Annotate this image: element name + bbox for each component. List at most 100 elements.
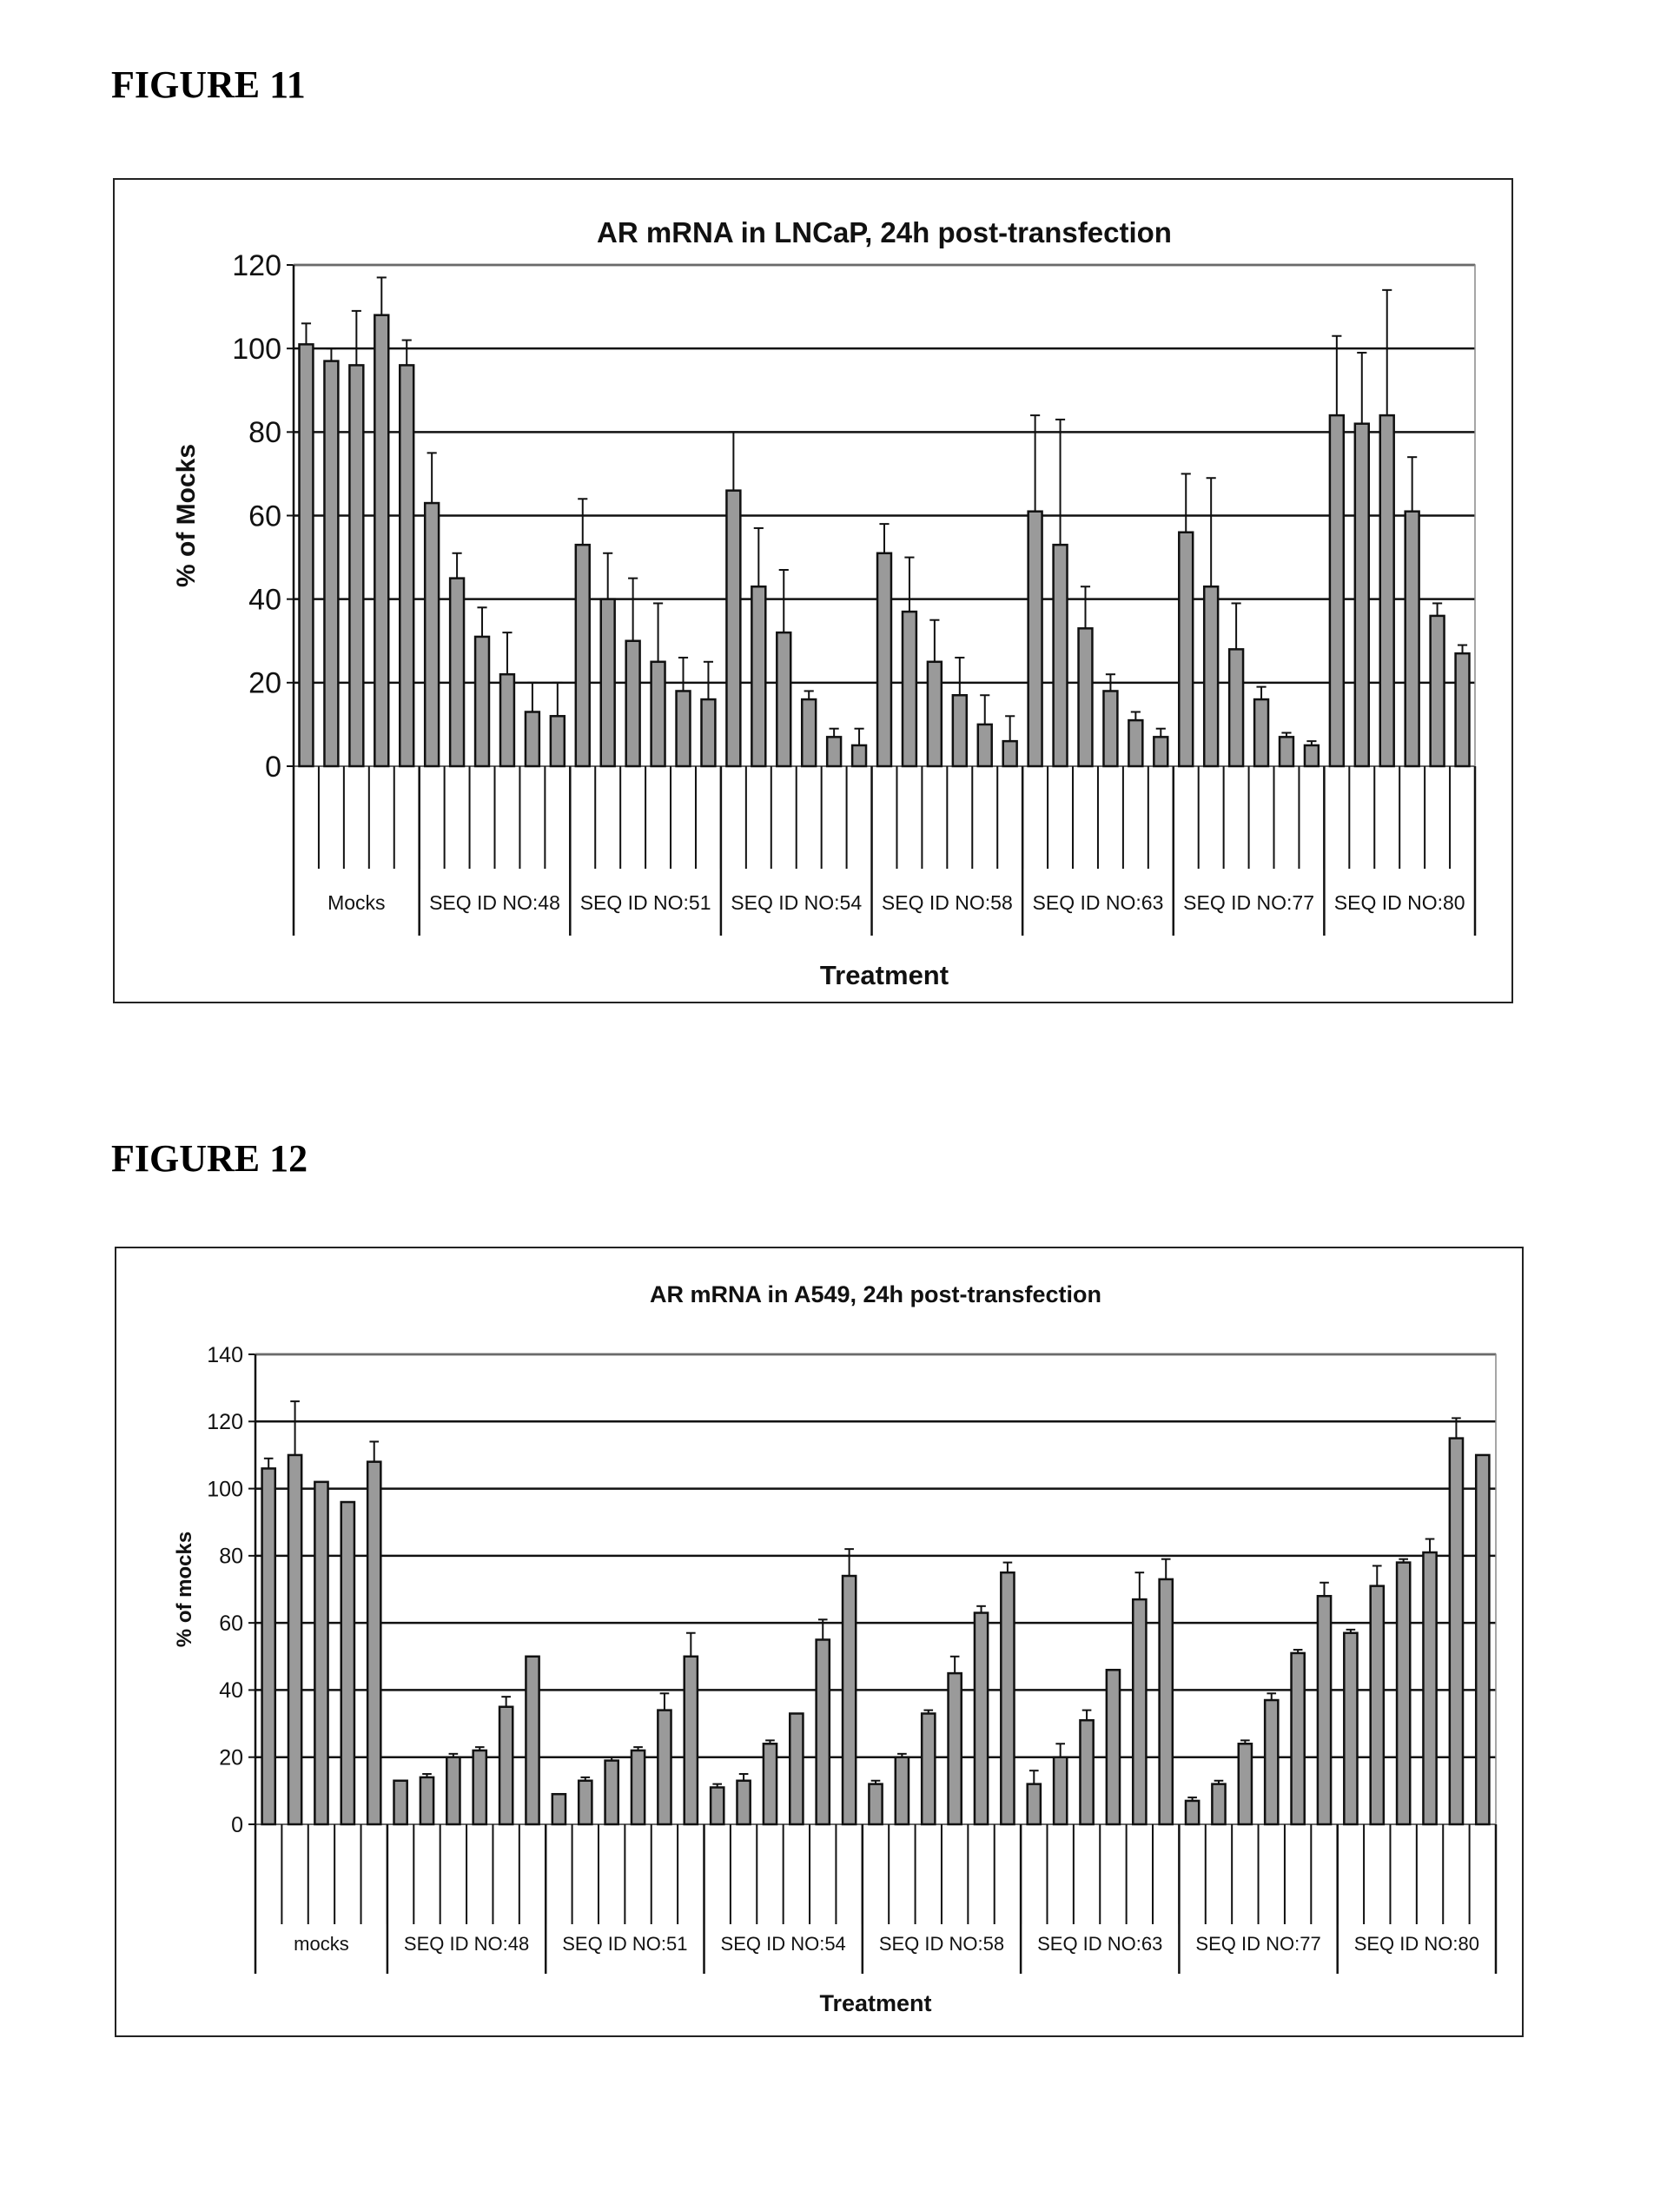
bar xyxy=(1052,1756,1068,1826)
bar xyxy=(1404,510,1420,768)
x-axis-label: Treatment xyxy=(820,960,949,990)
bar xyxy=(920,1712,936,1826)
bar xyxy=(736,1779,751,1826)
group-label: SEQ ID NO:48 xyxy=(404,1933,529,1955)
bar xyxy=(1303,744,1320,768)
bar xyxy=(1237,1743,1253,1826)
bar xyxy=(525,1655,540,1826)
bar xyxy=(1474,1453,1491,1826)
bar xyxy=(947,1671,962,1826)
y-tick-label: 20 xyxy=(219,1745,243,1770)
chart-frame-figure-11: AR mRNA in LNCaP, 24h post-transfection 0… xyxy=(113,178,1513,1003)
y-tick-label: 20 xyxy=(248,667,281,700)
bar xyxy=(751,585,767,768)
bar xyxy=(348,364,365,768)
bar xyxy=(926,660,943,768)
bar xyxy=(549,715,566,768)
y-tick-label: 0 xyxy=(265,751,281,784)
chart-title: AR mRNA in LNCaP, 24h post-transfection xyxy=(597,216,1172,248)
bar xyxy=(894,1756,910,1826)
bar xyxy=(789,1712,804,1826)
bar xyxy=(876,552,893,768)
bar xyxy=(1158,1578,1174,1826)
bar xyxy=(551,1792,567,1826)
bar xyxy=(1128,718,1144,768)
bar xyxy=(1002,739,1018,768)
bar xyxy=(1202,585,1220,768)
group-label: SEQ ID NO:51 xyxy=(580,891,711,914)
y-tick-label: 60 xyxy=(219,1611,243,1636)
bar xyxy=(340,1500,356,1826)
y-tick-label: 120 xyxy=(207,1410,243,1434)
bar-chart-lncap: AR mRNA in LNCaP, 24h post-transfection 0… xyxy=(172,216,1477,990)
y-axis-label: % of Mocks xyxy=(172,444,201,587)
bar xyxy=(825,736,843,768)
bar xyxy=(1263,1698,1280,1826)
bar xyxy=(850,744,868,768)
bar xyxy=(287,1453,303,1826)
bar xyxy=(657,1709,672,1826)
bar xyxy=(1077,627,1094,768)
bar xyxy=(625,639,641,768)
bar xyxy=(448,577,466,768)
group-label: mocks xyxy=(294,1933,349,1955)
bar xyxy=(630,1749,646,1826)
group-label: SEQ ID NO:51 xyxy=(562,1933,687,1955)
y-tick-label: 80 xyxy=(248,416,281,449)
bar xyxy=(366,1460,382,1826)
group-label: SEQ ID NO:54 xyxy=(721,1933,846,1955)
bar xyxy=(1278,736,1295,768)
bar xyxy=(298,343,314,768)
bar xyxy=(675,690,691,768)
bar xyxy=(976,723,993,768)
bar xyxy=(446,1756,461,1826)
y-tick-label: 0 xyxy=(231,1813,243,1837)
bar xyxy=(800,698,817,768)
bar xyxy=(1000,1571,1015,1826)
bar xyxy=(1211,1783,1227,1826)
y-tick-label: 140 xyxy=(207,1343,243,1367)
bar xyxy=(725,489,742,768)
bar xyxy=(423,501,440,768)
group-label: SEQ ID NO:77 xyxy=(1183,891,1314,914)
group-label: SEQ ID NO:58 xyxy=(879,1933,1004,1955)
bar-chart-a549: AR mRNA in A549, 24h post-transfection 0 2… xyxy=(173,1281,1498,2016)
bar xyxy=(901,610,918,768)
y-tick-label: 120 xyxy=(232,249,281,282)
chart-frame-figure-12: AR mRNA in A549, 24h post-transfection 0 2… xyxy=(115,1247,1524,2037)
bar xyxy=(1395,1561,1412,1826)
bar xyxy=(577,1779,593,1826)
bar xyxy=(1153,736,1169,768)
bar xyxy=(419,1776,435,1826)
bar xyxy=(1253,698,1270,768)
bar xyxy=(1316,1594,1333,1826)
figure-12-label: FIGURE 12 xyxy=(111,1137,308,1180)
bar xyxy=(1379,414,1395,768)
group-label: Mocks xyxy=(327,891,385,914)
bar xyxy=(261,1467,277,1826)
group-label: SEQ ID NO:77 xyxy=(1195,1933,1320,1955)
y-tick-label: 40 xyxy=(248,584,281,617)
y-tick-label: 100 xyxy=(207,1477,243,1501)
bar xyxy=(473,635,491,768)
bar xyxy=(1027,510,1043,768)
y-tick-label: 80 xyxy=(219,1545,243,1569)
bar xyxy=(1343,1631,1359,1826)
chart-title: AR mRNA in A549, 24h post-transfection xyxy=(650,1281,1101,1307)
bar xyxy=(1184,1799,1200,1826)
group-label: SEQ ID NO:80 xyxy=(1334,891,1465,914)
bar xyxy=(1448,1437,1465,1826)
bar xyxy=(700,698,717,768)
bar xyxy=(1227,648,1245,768)
bar xyxy=(472,1749,488,1826)
group-label: SEQ ID NO:58 xyxy=(882,891,1013,914)
group-label: SEQ ID NO:63 xyxy=(1033,891,1164,914)
group-label: SEQ ID NO:80 xyxy=(1354,1933,1479,1955)
bar xyxy=(1429,614,1445,768)
y-axis-label: % of mocks xyxy=(173,1532,196,1647)
group-label: SEQ ID NO:63 xyxy=(1037,1933,1162,1955)
plot-area-border xyxy=(255,1353,1497,1825)
group-label: SEQ ID NO:54 xyxy=(731,891,862,914)
bar xyxy=(815,1638,831,1826)
bar xyxy=(524,711,541,768)
